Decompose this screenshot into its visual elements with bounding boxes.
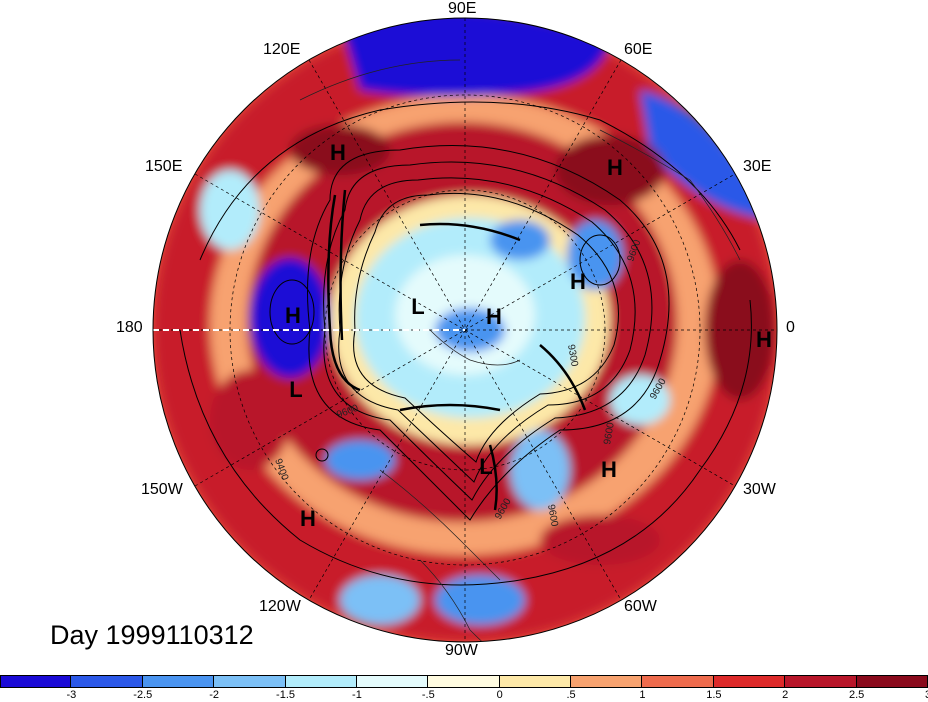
colorbar-box (499, 675, 572, 688)
colorbar-tick-label: 3 (925, 689, 928, 701)
high-pressure-marker: H (330, 140, 346, 165)
colorbar-box (285, 675, 357, 688)
map-boundary (152, 17, 778, 643)
colorbar: -3 -2.5 -2 -1.5 -1 -.5 0 .5 1 1.5 2 2.5 3 (0, 675, 928, 702)
anomaly-field (153, 18, 777, 642)
lon-label-0: 0 (786, 319, 795, 336)
low-pressure-marker: L (289, 377, 302, 402)
colorbar-box (0, 675, 72, 688)
lon-label-150w: 150W (141, 481, 183, 498)
high-pressure-marker: H (570, 269, 586, 294)
colorbar-box (214, 675, 286, 688)
lon-label-60e: 60E (624, 41, 653, 58)
colorbar-box (356, 675, 429, 688)
colorbar-box (71, 675, 143, 688)
contour-label: 9300 (565, 344, 580, 368)
colorbar-tick-label: -.5 (421, 689, 435, 701)
colorbar-tick-label: -3 (66, 689, 77, 701)
low-pressure-marker: L (411, 294, 424, 319)
colorbar-tick-label: -2 (209, 689, 220, 701)
lon-label-90e: 90E (448, 0, 477, 17)
colorbar-tick-label: 1 (639, 689, 646, 701)
high-pressure-marker: H (285, 303, 301, 328)
geopotential-contours (179, 101, 752, 586)
contour-label: 9600 (545, 504, 560, 528)
colorbar-box (785, 675, 857, 688)
colorbar-tick-label: -2.5 (133, 689, 153, 701)
lon-label-30e: 30E (743, 158, 772, 175)
colorbar-box (642, 675, 714, 688)
colorbar-box (428, 675, 500, 688)
high-pressure-marker: H (756, 327, 772, 352)
pressure-centers: H H H H H H H H L L L (285, 140, 772, 531)
lon-label-180: 180 (116, 319, 143, 336)
high-pressure-marker: H (607, 155, 623, 180)
colorbar-tick-label: -1 (352, 689, 362, 701)
high-pressure-marker: H (601, 457, 617, 482)
colorbar-tick-label: 2 (782, 689, 789, 701)
lon-label-120e: 120E (263, 41, 301, 58)
lon-label-60w: 60W (624, 598, 657, 615)
colorbar-tick-label: .5 (566, 689, 576, 701)
day-label: Day 1999110312 (50, 620, 254, 650)
colorbar-box (142, 675, 215, 688)
high-pressure-marker: H (300, 506, 316, 531)
colorbar-tick-label: 1.5 (706, 689, 722, 701)
lon-label-90w: 90W (445, 642, 478, 659)
colorbar-tick-label: 0 (496, 689, 503, 701)
polar-stereographic-map: 9600 9600 9600 9300 9600 9400 9600 9600 … (152, 17, 778, 643)
colorbar-tick-label: -1.5 (276, 689, 296, 701)
lon-label-150e: 150E (145, 158, 183, 175)
coastlines (299, 59, 741, 642)
high-pressure-marker: H (486, 304, 502, 329)
lon-label-30w: 30W (743, 481, 776, 498)
contour-label: 9600 (602, 421, 617, 445)
colorbar-box (713, 675, 786, 688)
colorbar-box (571, 675, 643, 688)
colorbar-box (856, 675, 928, 688)
low-pressure-marker: L (479, 454, 492, 479)
colorbar-tick-label: 2.5 (848, 689, 865, 701)
lon-label-120w: 120W (259, 598, 301, 615)
